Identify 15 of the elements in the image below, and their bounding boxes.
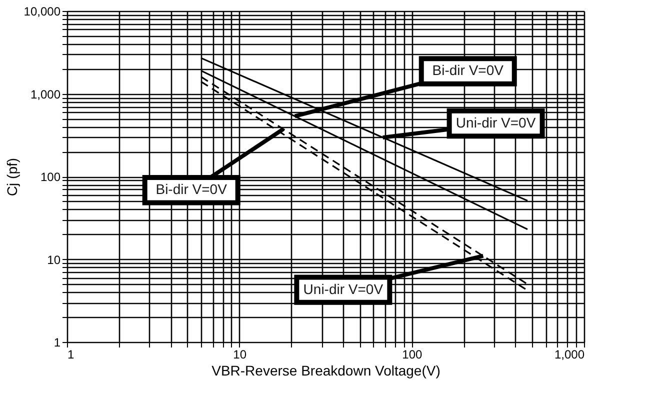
annotation: Bi-dir V=0V <box>432 62 504 78</box>
x-tick-label: 100 <box>402 348 422 362</box>
annotation: Uni-dir V=0V <box>456 114 536 130</box>
y-axis-title: Cj (pf) <box>4 158 20 196</box>
annotation: Bi-dir V=0V <box>156 181 228 198</box>
y-tick-label: 10 <box>47 252 61 267</box>
y-tick-label: 10,000 <box>24 4 61 18</box>
y-tick-label: 1,000 <box>30 87 61 102</box>
y-tick-label: 1 <box>54 336 61 350</box>
annotation: Uni-dir V=0V <box>303 280 384 297</box>
x-tick-label: 1 <box>68 348 74 362</box>
x-tick-label: 1,000 <box>554 348 585 362</box>
y-tick-label: 100 <box>40 170 61 184</box>
x-tick-label: 10 <box>233 348 247 362</box>
x-axis-title: VBR-Reverse Breakdown Voltage(V) <box>212 362 440 378</box>
